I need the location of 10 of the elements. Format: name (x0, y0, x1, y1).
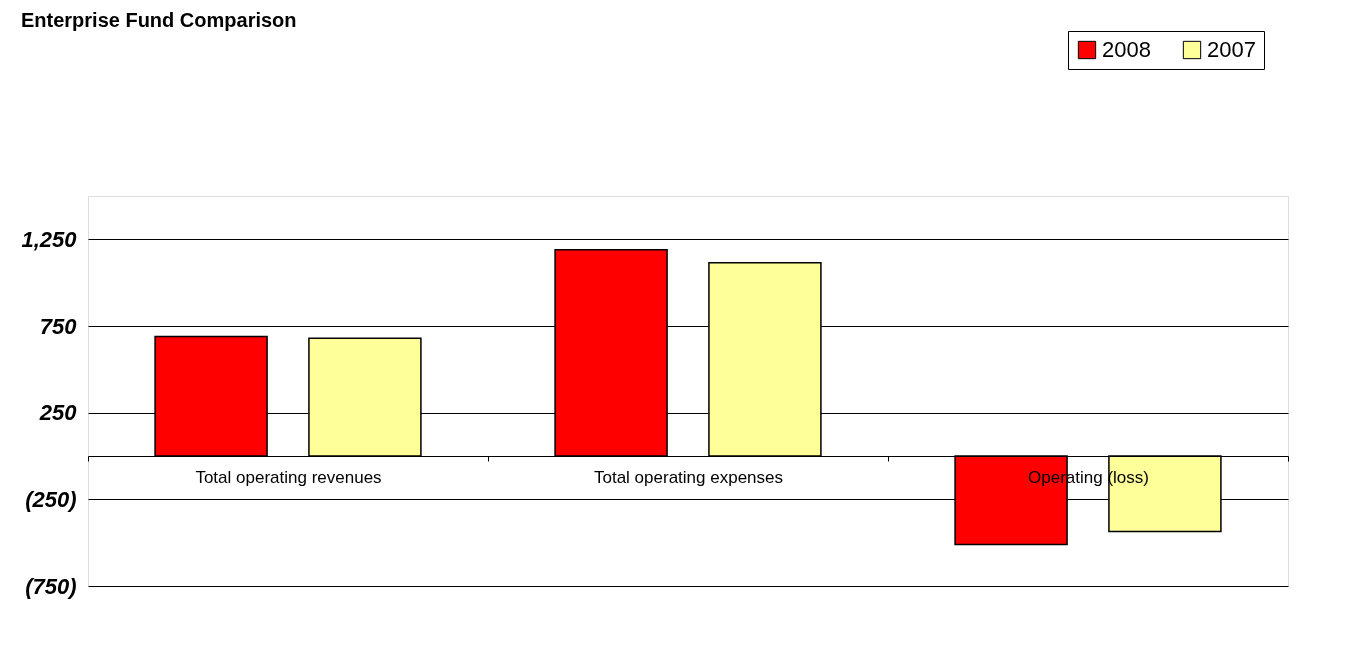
y-tick-label: (750) (25, 573, 77, 599)
y-tick-label: 750 (39, 313, 78, 339)
y-tick-label: 1,250 (21, 226, 78, 252)
y-tick-label: (250) (25, 486, 77, 512)
legend-label: 2007 (1207, 37, 1256, 62)
legend-label: 2008 (1102, 37, 1151, 62)
x-tick-label: Total operating revenues (195, 467, 382, 487)
y-tick-label: 250 (38, 400, 78, 426)
chart-title: Enterprise Fund Comparison (20, 8, 297, 31)
x-tick-label: Total operating expenses (593, 467, 784, 487)
